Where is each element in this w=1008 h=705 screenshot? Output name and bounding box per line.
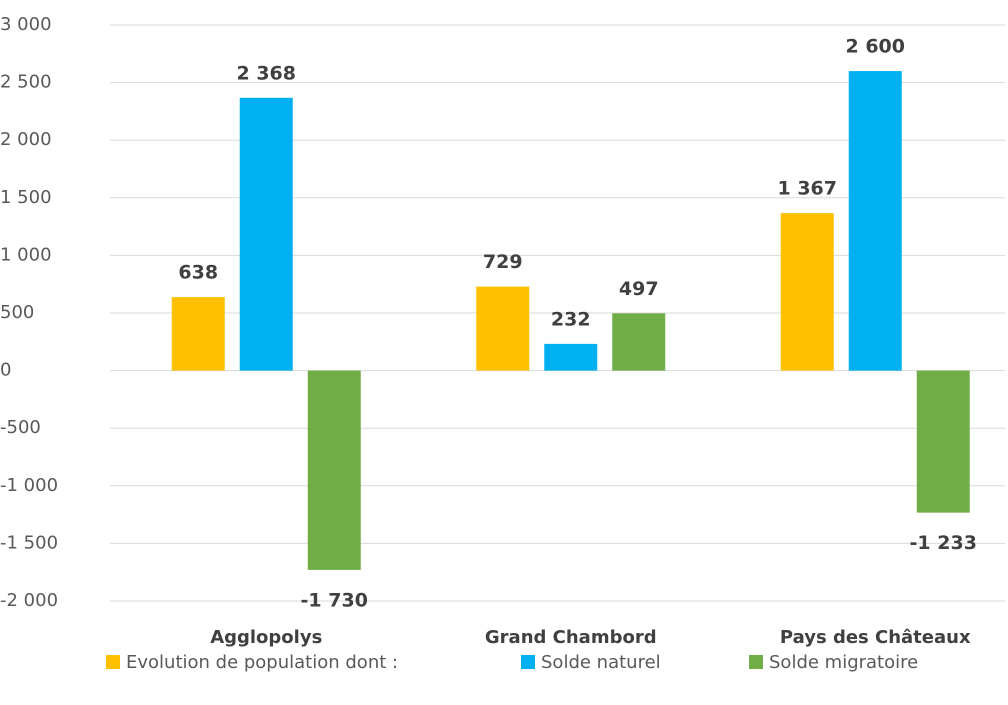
bar bbox=[780, 213, 834, 371]
bar bbox=[916, 370, 970, 513]
x-tick-label: Pays des Châteaux bbox=[780, 627, 971, 648]
y-tick-label: 1 000 bbox=[0, 244, 52, 265]
data-label: 2 600 bbox=[846, 36, 906, 58]
data-label: 497 bbox=[619, 278, 659, 300]
x-tick-label: Agglopolys bbox=[210, 627, 322, 648]
y-tick-label: -1 500 bbox=[0, 532, 58, 553]
x-tick-label: Grand Chambord bbox=[485, 627, 657, 648]
bar bbox=[307, 370, 361, 570]
y-tick-label: -2 000 bbox=[0, 590, 58, 611]
bar bbox=[544, 343, 598, 371]
legend-label: Evolution de population dont : bbox=[126, 652, 398, 673]
bar bbox=[171, 297, 225, 371]
data-label: -1 730 bbox=[301, 589, 368, 611]
y-tick-label: -500 bbox=[0, 417, 41, 438]
data-label: -1 233 bbox=[910, 532, 977, 554]
y-tick-label: 2 000 bbox=[0, 129, 52, 150]
legend-label: Solde migratoire bbox=[769, 652, 918, 673]
legend-swatch bbox=[749, 655, 763, 669]
y-tick-label: 1 500 bbox=[0, 187, 52, 208]
legend-swatch bbox=[521, 655, 535, 669]
bar bbox=[612, 313, 666, 371]
data-label: 638 bbox=[178, 262, 218, 284]
data-label: 232 bbox=[551, 308, 591, 330]
y-tick-label: 3 000 bbox=[0, 14, 52, 35]
y-tick-label: 500 bbox=[0, 302, 34, 323]
bar bbox=[848, 71, 902, 371]
data-label: 2 368 bbox=[237, 62, 297, 84]
data-label: 1 367 bbox=[778, 178, 838, 200]
y-tick-label: 0 bbox=[0, 360, 11, 381]
bar bbox=[476, 286, 530, 371]
y-tick-label: 2 500 bbox=[0, 72, 52, 93]
legend-label: Solde naturel bbox=[541, 652, 661, 673]
legend-swatch bbox=[106, 655, 120, 669]
bar bbox=[239, 97, 293, 371]
y-tick-label: -1 000 bbox=[0, 475, 58, 496]
data-label: 729 bbox=[483, 251, 523, 273]
